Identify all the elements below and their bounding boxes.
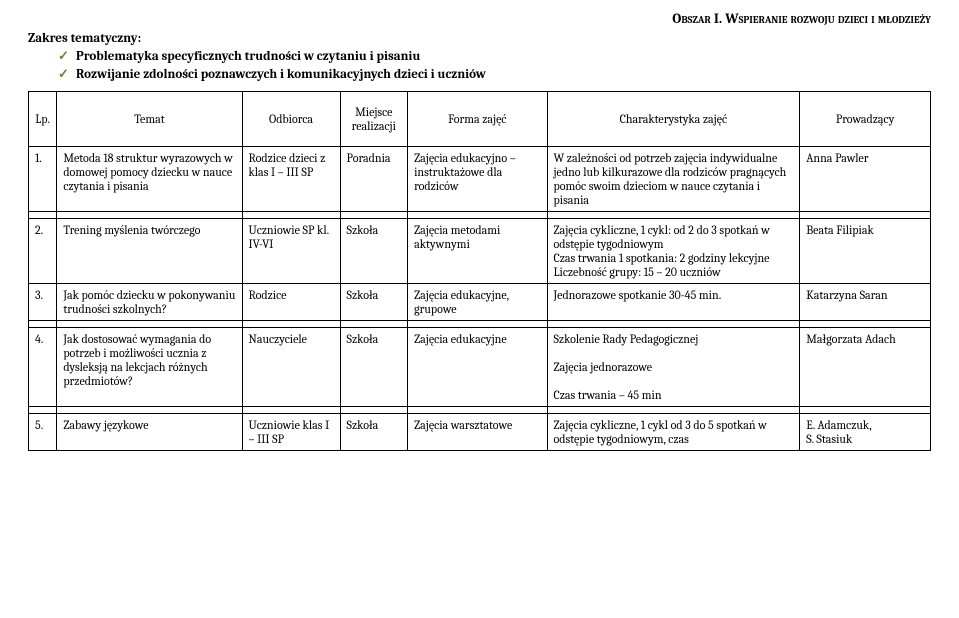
cell-miejsce: Szkoła xyxy=(340,219,408,284)
th-odbiorca: Odbiorca xyxy=(242,92,340,147)
cell-char: Szkolenie Rady PedagogicznejZajęcia jedn… xyxy=(547,328,800,407)
table-body: 1. Metoda 18 struktur wyrazowych w domow… xyxy=(29,147,931,451)
cell-prow: E. Adamczuk,S. Stasiuk xyxy=(800,414,931,451)
cell-forma: Zajęcia edukacyjne xyxy=(408,328,547,407)
cell-lp: 1. xyxy=(29,147,57,212)
main-table: Lp. Temat Odbiorca Miejsce realizacji Fo… xyxy=(28,91,931,451)
table-row: 3. Jak pomóc dziecku w pokonywaniu trudn… xyxy=(29,284,931,321)
table-row: 1. Metoda 18 struktur wyrazowych w domow… xyxy=(29,147,931,212)
cell-char: Jednorazowe spotkanie 30-45 min. xyxy=(547,284,800,321)
cell-forma: Zajęcia warsztatowe xyxy=(408,414,547,451)
section-header: Obszar I. Wspieranie rozwoju dzieci i mł… xyxy=(28,10,931,27)
th-prow: Prowadzący xyxy=(800,92,931,147)
cell-char: Zajęcia cykliczne, 1 cykl od 3 do 5 spot… xyxy=(547,414,800,451)
cell-forma: Zajęcia edukacyjne, grupowe xyxy=(408,284,547,321)
cell-temat: Metoda 18 struktur wyrazowych w domowej … xyxy=(57,147,242,212)
cell-prow: Beata Filipiak xyxy=(800,219,931,284)
scope-item: Rozwijanie zdolności poznawczych i komun… xyxy=(58,66,931,84)
table-header-row: Lp. Temat Odbiorca Miejsce realizacji Fo… xyxy=(29,92,931,147)
scope-list: Problematyka specyficznych trudności w c… xyxy=(58,48,931,83)
section-label: Obszar I. xyxy=(672,10,722,27)
cell-odbiorca: Rodzice dzieci z klas I – III SP xyxy=(242,147,340,212)
scope-item: Problematyka specyficznych trudności w c… xyxy=(58,48,931,66)
cell-prow: Anna Pawler xyxy=(800,147,931,212)
cell-miejsce: Szkoła xyxy=(340,414,408,451)
cell-lp: 5. xyxy=(29,414,57,451)
cell-char: W zależności od potrzeb zajęcia indywidu… xyxy=(547,147,800,212)
cell-prow: Małgorzata Adach xyxy=(800,328,931,407)
th-forma: Forma zajęć xyxy=(408,92,547,147)
row-spacer xyxy=(29,212,931,219)
scope-label: Zakres tematyczny: xyxy=(28,31,931,46)
cell-miejsce: Szkoła xyxy=(340,284,408,321)
cell-temat: Jak dostosować wymagania do potrzeb i mo… xyxy=(57,328,242,407)
cell-lp: 4. xyxy=(29,328,57,407)
cell-odbiorca: Uczniowie SP kl. IV-VI xyxy=(242,219,340,284)
cell-temat: Trening myślenia twórczego xyxy=(57,219,242,284)
row-spacer xyxy=(29,407,931,414)
cell-miejsce: Szkoła xyxy=(340,328,408,407)
cell-miejsce: Poradnia xyxy=(340,147,408,212)
cell-forma: Zajęcia metodami aktywnymi xyxy=(408,219,547,284)
th-lp: Lp. xyxy=(29,92,57,147)
cell-temat: Zabawy językowe xyxy=(57,414,242,451)
th-char: Charakterystyka zajęć xyxy=(547,92,800,147)
th-miejsce: Miejsce realizacji xyxy=(340,92,408,147)
cell-lp: 3. xyxy=(29,284,57,321)
th-temat: Temat xyxy=(57,92,242,147)
table-row: 2. Trening myślenia twórczego Uczniowie … xyxy=(29,219,931,284)
cell-odbiorca: Rodzice xyxy=(242,284,340,321)
section-title: Wspieranie rozwoju dzieci i młodzieży xyxy=(725,10,931,27)
cell-char: Zajęcia cykliczne, 1 cykl: od 2 do 3 spo… xyxy=(547,219,800,284)
cell-temat: Jak pomóc dziecku w pokonywaniu trudnośc… xyxy=(57,284,242,321)
row-spacer xyxy=(29,321,931,328)
table-row: 5. Zabawy językowe Uczniowie klas I – II… xyxy=(29,414,931,451)
cell-lp: 2. xyxy=(29,219,57,284)
cell-prow: Katarzyna Saran xyxy=(800,284,931,321)
cell-odbiorca: Uczniowie klas I – III SP xyxy=(242,414,340,451)
cell-forma: Zajęcia edukacyjno – instruktażowe dla r… xyxy=(408,147,547,212)
table-row: 4. Jak dostosować wymagania do potrzeb i… xyxy=(29,328,931,407)
cell-odbiorca: Nauczyciele xyxy=(242,328,340,407)
